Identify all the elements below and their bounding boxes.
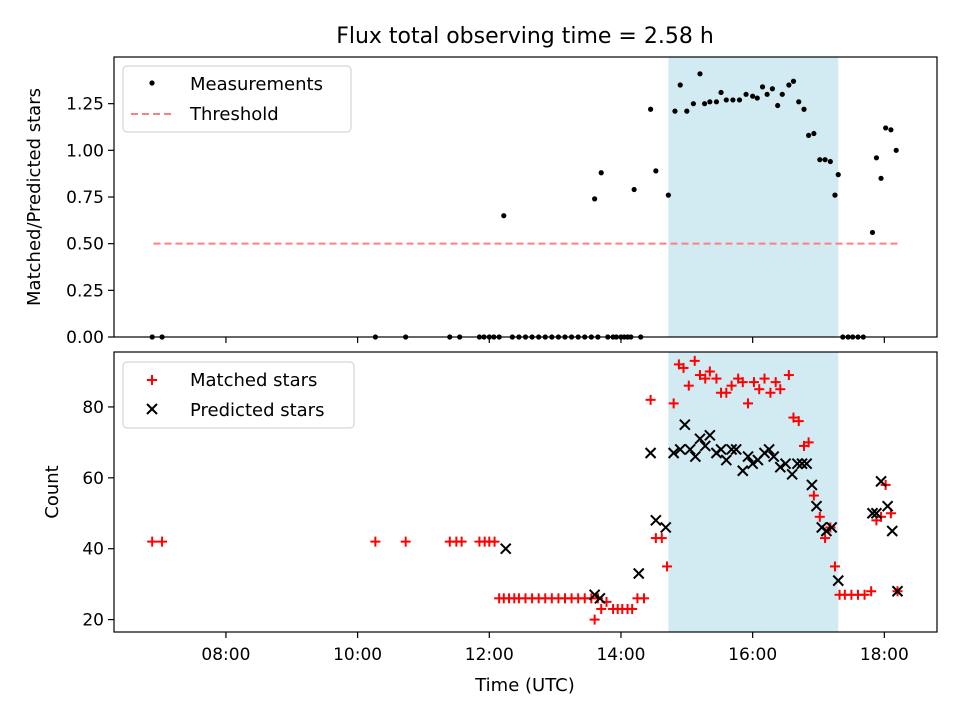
- count-y-tick-label: 40: [82, 540, 104, 560]
- measurement-point: [691, 101, 696, 106]
- ratio-legend: Measurements Threshold: [123, 66, 351, 132]
- measurement-point: [672, 109, 677, 114]
- measurement-point: [878, 176, 883, 181]
- threshold-legend-label: Threshold: [189, 104, 279, 125]
- measurement-point: [724, 97, 729, 102]
- measurement-point: [743, 92, 748, 97]
- measurement-point: [888, 127, 893, 132]
- measurement-point: [678, 82, 683, 87]
- measurement-point: [737, 97, 742, 102]
- measurement-point: [501, 213, 506, 218]
- ratio-y-tick-label: 0.75: [66, 188, 104, 208]
- ratio-y-tick-label: 1.00: [66, 141, 104, 161]
- measurement-point: [707, 99, 712, 104]
- measurement-point: [791, 79, 796, 84]
- measurement-point: [786, 82, 791, 87]
- x-axis-label: Time (UTC): [474, 675, 575, 696]
- count-y-tick-label: 20: [82, 611, 104, 631]
- measurements-legend-marker: [149, 80, 154, 85]
- measurement-point: [828, 159, 833, 164]
- count-y-axis-label: Count: [42, 465, 63, 518]
- measurement-point: [796, 99, 801, 104]
- measurement-point: [684, 109, 689, 114]
- measurement-point: [750, 94, 755, 99]
- measurement-point: [894, 148, 899, 153]
- measurement-point: [648, 107, 653, 112]
- count-x-tick-label: 08:00: [201, 645, 250, 665]
- figure: Flux total observing time = 2.58 h 0.000…: [0, 0, 960, 720]
- measurement-point: [870, 230, 875, 235]
- measurement-point: [592, 196, 597, 201]
- count-panel: 20 40 60 80 08:00 10:00 12:00 14:00 16:00 18:00 C…: [42, 352, 937, 696]
- measurement-point: [780, 92, 785, 97]
- measurement-point: [760, 84, 765, 89]
- count-x-tick-label: 18:00: [860, 645, 909, 665]
- ratio-y-axis-label: Matched/Predicted stars: [24, 88, 45, 306]
- figure-canvas: Flux total observing time = 2.58 h 0.000…: [0, 0, 960, 720]
- measurement-point: [714, 99, 719, 104]
- ratio-observing-span: [668, 57, 838, 337]
- measurement-point: [755, 95, 760, 100]
- measurement-point: [811, 131, 816, 136]
- measurement-point: [765, 92, 770, 97]
- measurement-point: [718, 90, 723, 95]
- measurement-point: [806, 133, 811, 138]
- measurement-point: [599, 170, 604, 175]
- count-x-tick-label: 16:00: [728, 645, 777, 665]
- chart-title: Flux total observing time = 2.58 h: [336, 24, 714, 49]
- ratio-y-tick-label: 0.00: [66, 328, 104, 348]
- measurement-point: [836, 172, 841, 177]
- measurements-legend-label: Measurements: [190, 74, 323, 95]
- measurement-point: [770, 86, 775, 91]
- measurement-point: [822, 157, 827, 162]
- measurement-point: [730, 97, 735, 102]
- measurement-point: [702, 101, 707, 106]
- ratio-y-tick-label: 0.50: [66, 235, 104, 255]
- count-x-tick-label: 12:00: [465, 645, 514, 665]
- count-y-tick-label: 60: [82, 469, 104, 489]
- count-x-tick-label: 14:00: [596, 645, 645, 665]
- measurement-point: [832, 193, 837, 198]
- count-x-tick-label: 10:00: [333, 645, 382, 665]
- measurement-point: [697, 71, 702, 76]
- matched-legend-label: Matched stars: [190, 370, 317, 391]
- measurement-point: [817, 157, 822, 162]
- measurement-point: [653, 168, 658, 173]
- measurement-point: [874, 155, 879, 160]
- count-y-tick-label: 80: [82, 398, 104, 418]
- count-observing-span: [668, 352, 838, 632]
- measurement-point: [801, 107, 806, 112]
- measurement-point: [883, 125, 888, 130]
- count-legend: Matched stars Predicted stars: [123, 362, 354, 428]
- ratio-panel: 0.00 0.25 0.50 0.75 1.00 1.25 Matched/Predict…: [24, 57, 937, 348]
- measurement-point: [666, 193, 671, 198]
- ratio-y-tick-label: 1.25: [66, 95, 104, 115]
- measurement-point: [632, 187, 637, 192]
- predicted-legend-label: Predicted stars: [190, 400, 324, 421]
- measurement-point: [775, 103, 780, 108]
- ratio-y-tick-label: 0.25: [66, 281, 104, 301]
